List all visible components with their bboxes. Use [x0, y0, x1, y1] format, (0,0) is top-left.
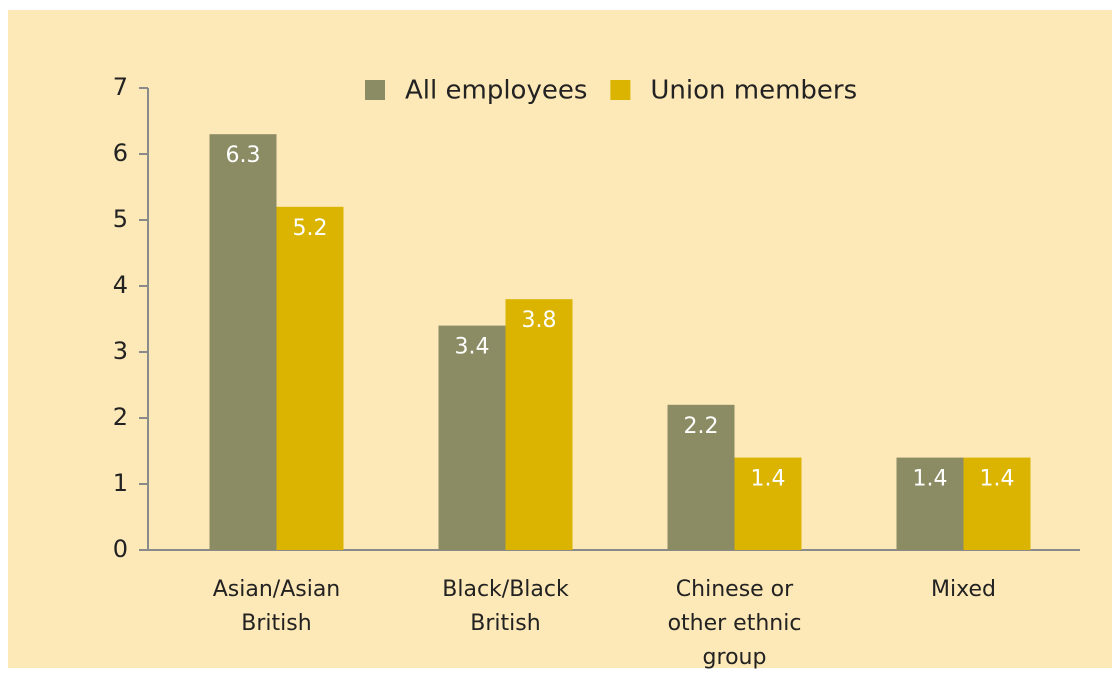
bar — [963, 457, 1031, 550]
value-label: 1.4 — [980, 467, 1015, 492]
legend-swatch — [365, 80, 385, 100]
y-tick-label: 7 — [113, 73, 128, 101]
x-tick-label: Mixed — [931, 577, 996, 602]
bar — [667, 404, 735, 550]
value-label: 2.2 — [684, 414, 719, 439]
x-tick-label: Chinese or other ethnic group — [667, 577, 802, 670]
bar — [276, 206, 344, 551]
value-label: 1.4 — [751, 467, 786, 492]
bar — [505, 299, 573, 550]
value-label: 1.4 — [913, 467, 948, 492]
y-tick-label: 3 — [113, 337, 128, 365]
y-tick-label: 4 — [113, 271, 128, 299]
y-tick-label: 2 — [113, 403, 128, 431]
bar — [734, 457, 802, 550]
y-tick-label: 6 — [113, 139, 128, 167]
legend-label: All employees — [405, 76, 587, 106]
legend-label: Union members — [650, 76, 857, 106]
legend-swatch — [610, 80, 631, 100]
bar — [438, 325, 506, 550]
x-tick-label: Asian/Asian British — [212, 577, 341, 636]
value-label: 3.8 — [522, 308, 557, 333]
value-label: 5.2 — [293, 216, 328, 241]
value-label: 3.4 — [455, 335, 490, 360]
y-tick-label: 5 — [113, 205, 128, 233]
bar — [209, 134, 277, 550]
x-tick-label: Black/Black British — [442, 577, 569, 636]
y-tick-label: 0 — [113, 535, 128, 563]
value-label: 6.3 — [226, 143, 261, 168]
bar — [896, 457, 964, 550]
y-tick-label: 1 — [113, 469, 128, 497]
